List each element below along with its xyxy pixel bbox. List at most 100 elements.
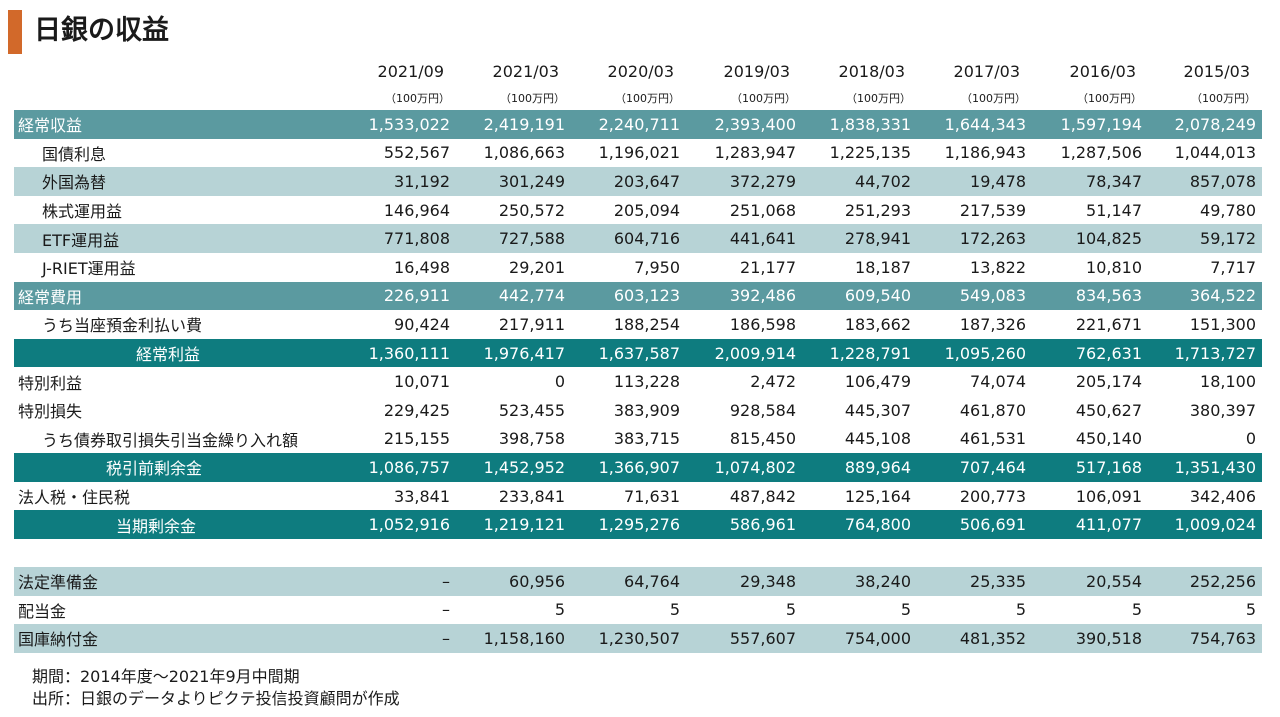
value-cell: 549,083 (959, 286, 1026, 306)
value-cell: 517,168 (1075, 457, 1142, 477)
value-cell: 1,597,194 (1060, 114, 1142, 134)
row-label: 経常費用 (18, 287, 83, 307)
value-cell: 707,464 (959, 457, 1026, 477)
row-label: 特別損失 (18, 402, 83, 422)
value-cell: 187,326 (959, 314, 1026, 334)
unit-label: （100万円） (1077, 92, 1142, 105)
value-cell: 78,347 (1086, 171, 1142, 191)
value-cell: 609,540 (844, 286, 911, 306)
column-header: 2016/03 (1069, 62, 1136, 81)
value-cell: 1,086,663 (483, 143, 565, 163)
value-cell: 754,000 (844, 628, 911, 648)
table-row: 配当金 – 5 5 5 5 5 5 5 (14, 595, 1262, 625)
unit-label: （100万円） (961, 92, 1026, 105)
value-cell: 441,641 (729, 229, 796, 249)
value-cell: 106,091 (1075, 486, 1142, 506)
value-cell: 5 (1015, 600, 1026, 620)
value-cell: 2,472 (750, 372, 796, 392)
row-label: うち当座預金利払い費 (42, 316, 203, 336)
row-label: 株式運用益 (42, 202, 123, 222)
footer-period: 期間：2014年度～2021年9月中間期 (32, 667, 300, 686)
value-cell: 1,219,121 (483, 515, 565, 535)
value-cell: 1,186,943 (944, 143, 1026, 163)
value-cell: 44,702 (855, 171, 911, 191)
value-cell: 251,293 (844, 200, 911, 220)
row-label: うち債券取引損失引当金繰り入れ額 (42, 430, 299, 450)
value-cell: – (442, 571, 450, 591)
value-cell: 523,455 (498, 400, 565, 420)
value-cell: 217,911 (498, 314, 565, 334)
value-cell: 1,713,727 (1174, 343, 1256, 363)
row-label: 国庫納付金 (18, 630, 99, 650)
value-cell: 33,841 (394, 486, 450, 506)
value-cell: 506,691 (959, 515, 1026, 535)
table-row: 法人税・住民税 33,841 233,841 71,631 487,842 125,164… (14, 481, 1262, 511)
value-cell: 252,256 (1189, 571, 1256, 591)
row-label: J-RIET運用益 (42, 259, 136, 279)
value-cell: 215,155 (383, 429, 450, 449)
value-cell: 771,808 (383, 229, 450, 249)
row-label: 当期剰余金 (116, 516, 197, 536)
value-cell: 764,800 (844, 515, 911, 535)
value-cell: 19,478 (970, 171, 1026, 191)
value-cell: 392,486 (729, 286, 796, 306)
value-cell: – (442, 600, 450, 620)
value-cell: 18,187 (855, 257, 911, 277)
value-cell: 10,071 (394, 372, 450, 392)
value-cell: 203,647 (613, 171, 680, 191)
value-cell: 1,044,013 (1174, 143, 1256, 163)
value-cell: 226,911 (383, 286, 450, 306)
value-cell: 411,077 (1075, 515, 1142, 535)
table-row: 経常収益 1,533,022 2,419,191 2,240,711 2,393,400… (14, 110, 1262, 139)
value-cell: 445,307 (844, 400, 911, 420)
value-cell: 59,172 (1200, 229, 1256, 249)
value-cell: 21,177 (740, 257, 796, 277)
value-cell: – (442, 628, 450, 648)
value-cell: 151,300 (1189, 314, 1256, 334)
value-cell: 2,393,400 (714, 114, 796, 134)
value-cell: 364,522 (1189, 286, 1256, 306)
value-cell: 442,774 (498, 286, 565, 306)
value-cell: 1,230,507 (598, 628, 680, 648)
value-cell: 233,841 (498, 486, 565, 506)
value-cell: 487,842 (729, 486, 796, 506)
value-cell: 90,424 (394, 314, 450, 334)
value-cell: 29,201 (509, 257, 565, 277)
value-cell: 60,956 (509, 571, 565, 591)
value-cell: 217,539 (959, 200, 1026, 220)
value-cell: 857,078 (1189, 171, 1256, 191)
row-label: 特別利益 (18, 373, 83, 393)
value-cell: 461,870 (959, 400, 1026, 420)
value-cell: 29,348 (740, 571, 796, 591)
value-cell: 1,283,947 (714, 143, 796, 163)
value-cell: 5 (900, 600, 911, 620)
table-row: うち当座預金利払い費 90,424 217,911 188,254 186,598 183… (14, 310, 1262, 339)
value-cell: 31,192 (394, 171, 450, 191)
value-cell: 1,838,331 (829, 114, 911, 134)
row-label: 税引前剰余金 (106, 459, 203, 479)
value-cell: 834,563 (1075, 286, 1142, 306)
row-label: 法人税・住民税 (18, 488, 131, 508)
value-cell: 7,950 (634, 257, 680, 277)
table-row: 税引前剰余金 1,086,757 1,452,952 1,366,907 1,074,8… (14, 453, 1262, 482)
value-cell: 38,240 (855, 571, 911, 591)
row-label: 法定準備金 (18, 573, 99, 593)
value-cell: 552,567 (383, 143, 450, 163)
value-cell: 229,425 (383, 400, 450, 420)
value-cell: 186,598 (729, 314, 796, 334)
value-cell: 1,366,907 (598, 457, 680, 477)
footer-source: 出所：日銀のデータよりピクテ投信投資顧問が作成 (32, 689, 400, 708)
value-cell: 172,263 (959, 229, 1026, 249)
value-cell: 398,758 (498, 429, 565, 449)
value-cell: 20,554 (1086, 571, 1142, 591)
income-table: 経常収益 1,533,022 2,419,191 2,240,711 2,393,400… (14, 110, 1262, 539)
value-cell: 1,086,757 (368, 457, 450, 477)
value-cell: 762,631 (1075, 343, 1142, 363)
value-cell: 390,518 (1075, 628, 1142, 648)
value-cell: 1,637,587 (598, 343, 680, 363)
value-cell: 7,717 (1210, 257, 1256, 277)
value-cell: 450,627 (1075, 400, 1142, 420)
value-cell: 445,108 (844, 429, 911, 449)
column-header: 2019/03 (723, 62, 790, 81)
appropriation-table: 法定準備金 – 60,956 64,764 29,348 38,240 25,335 20,5… (14, 567, 1262, 653)
